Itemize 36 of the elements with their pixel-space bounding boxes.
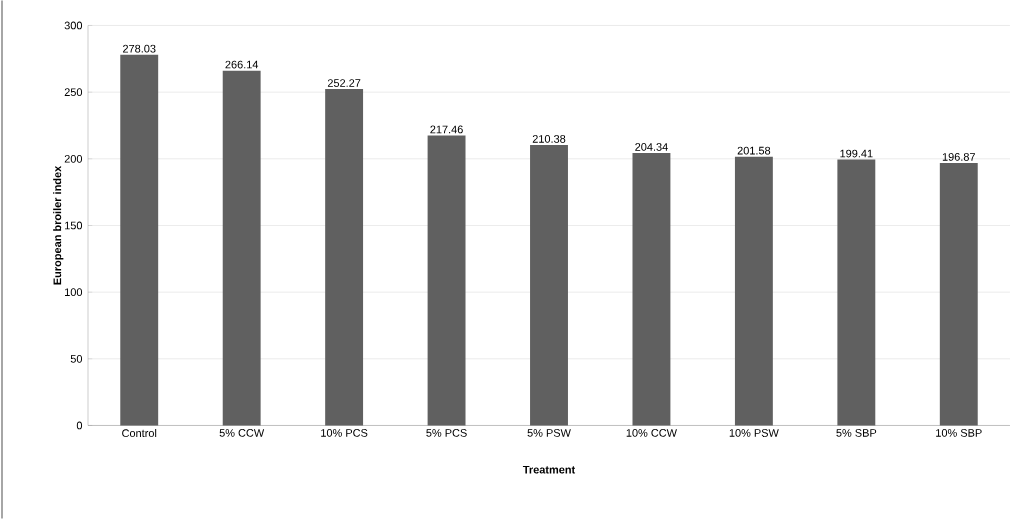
data-label: 204.34 [635,143,668,151]
bar [939,162,978,426]
x-tick-label: 10% CCW [626,429,677,437]
x-tick-label: 10% SBP [936,429,982,437]
data-label: 199.41 [840,149,873,158]
bar [120,54,159,426]
bar [427,135,466,426]
bar [837,159,876,426]
bar [325,89,364,426]
data-label: 201.58 [737,146,771,155]
y-tick-label: 200 [64,154,83,163]
y-tick-label: 0 [76,421,83,430]
y-tick-label: 150 [65,221,83,230]
x-tick-label: 10% PCS [321,429,368,437]
data-label: 278.03 [123,44,156,53]
data-label: 266.14 [225,60,259,69]
y-tick-label: 250 [64,88,83,97]
x-tick-label: Control [122,429,157,438]
y-tick-label: 300 [64,21,83,30]
x-tick-label: 5% SBP [836,429,877,437]
bar [632,153,671,426]
data-label: 210.38 [532,135,566,143]
x-axis-title: Treatment [522,465,576,474]
data-label: 217.46 [430,125,463,134]
x-tick-label: 10% PSW [729,429,779,437]
y-axis-title: European broiler index [53,165,64,285]
x-tick-label: 5% PSW [527,429,571,437]
bar [530,144,568,426]
data-label: 252.27 [327,79,361,87]
y-tick-label: 100 [65,288,83,297]
bar [222,70,261,426]
data-label: 196.87 [942,153,975,161]
y-tick-label: 50 [70,354,83,363]
x-tick-label: 5% CCW [219,429,265,437]
bar [734,156,773,426]
x-tick-label: 5% PCS [426,429,467,437]
